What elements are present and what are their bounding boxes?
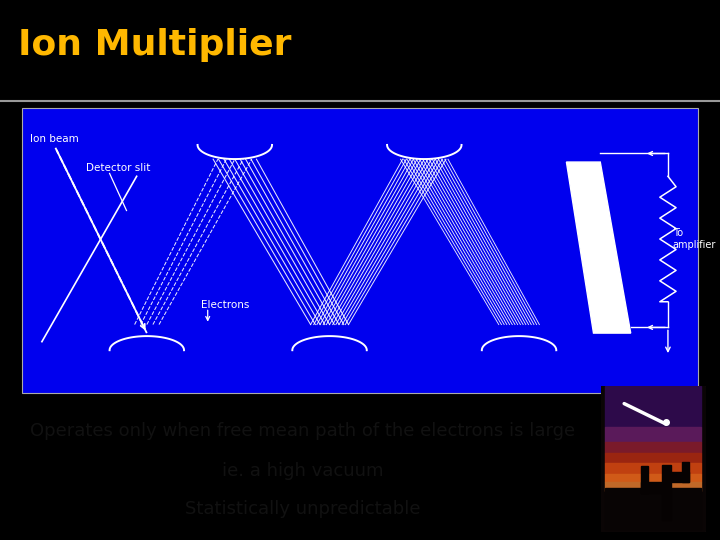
Bar: [682, 462, 689, 482]
Polygon shape: [567, 162, 631, 333]
Bar: [606, 482, 701, 491]
Bar: [662, 465, 671, 520]
Text: Electrons: Electrons: [201, 300, 249, 309]
Text: Ion Multiplier: Ion Multiplier: [18, 29, 292, 62]
Text: Operates only when free mean path of the electrons is large: Operates only when free mean path of the…: [30, 422, 575, 440]
Bar: [606, 453, 701, 463]
Bar: [641, 482, 662, 492]
Bar: [606, 442, 701, 453]
Bar: [641, 466, 648, 492]
Bar: [606, 463, 701, 474]
Bar: [671, 472, 689, 482]
Text: ie. a high vacuum: ie. a high vacuum: [222, 462, 383, 480]
Text: Statistically unpredictable: Statistically unpredictable: [184, 500, 420, 518]
Text: Ion beam: Ion beam: [30, 134, 78, 144]
Bar: [606, 427, 701, 442]
Bar: [22, 108, 698, 393]
Text: To
amplifier: To amplifier: [672, 228, 716, 250]
Text: Detector slit: Detector slit: [86, 163, 150, 173]
FancyBboxPatch shape: [599, 380, 708, 538]
Bar: [606, 488, 701, 529]
Bar: [606, 386, 701, 427]
Bar: [606, 474, 701, 482]
